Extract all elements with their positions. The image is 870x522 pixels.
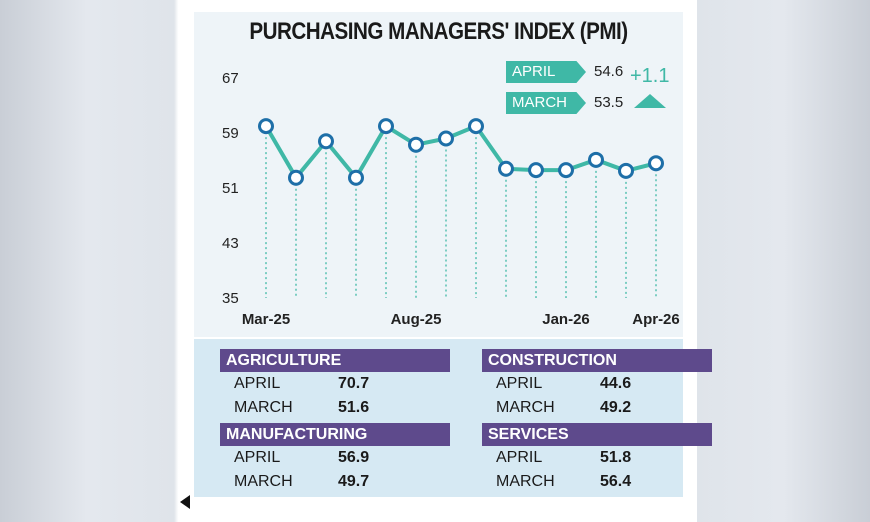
up-arrow-icon [634,94,666,108]
row-label: MARCH [234,399,293,416]
sector-agriculture-title: AGRICULTURE [220,349,450,372]
x-tick-label: Aug-25 [391,311,442,328]
data-point [468,118,484,135]
sector-panel: AGRICULTURE APRIL 70.7 MARCH 51.6 CONSTR… [194,339,712,497]
row-label: MARCH [234,473,293,490]
data-point [408,136,424,153]
data-point [588,151,604,168]
row-value: 70.7 [338,375,370,392]
sector-services-april: APRIL 51.8 [482,446,712,470]
x-tick-label: Mar-25 [242,311,290,328]
row-value: 49.7 [338,473,370,490]
y-tick-label: 67 [222,70,239,87]
data-point [618,162,634,179]
row-label: APRIL [234,375,281,392]
sector-agriculture-april: APRIL 70.7 [220,372,450,396]
infographic-card: PURCHASING MANAGERS' INDEX (PMI) 35 43 51 5… [180,0,712,522]
row-label: MARCH [496,473,555,490]
sector-construction-march: MARCH 49.2 [482,396,712,420]
data-point [558,162,574,179]
chart-panel: PURCHASING MANAGERS' INDEX (PMI) 35 43 51 5… [194,12,683,337]
row-value: 56.4 [600,473,632,490]
sector-services: SERVICES APRIL 51.8 MARCH 56.4 [482,423,712,494]
row-label: MARCH [496,399,555,416]
x-tick-label: Apr-26 [632,311,680,328]
row-value: 56.9 [338,449,370,466]
march-summary-value: 53.5 [594,94,624,111]
y-tick-label: 43 [222,235,239,252]
change-value: +1.1 [630,65,670,87]
sector-services-title: SERVICES [482,423,712,446]
row-label: APRIL [496,449,543,466]
chart-title: PURCHASING MANAGERS' INDEX (PMI) [249,18,628,45]
row-label: APRIL [496,375,543,392]
sector-manufacturing-march: MARCH 49.7 [220,470,450,494]
pmi-line-chart: 35 43 51 59 67 Mar-25 Aug-25 Jan-26 Apr-26 [222,70,680,328]
data-point [528,162,544,179]
data-point [378,118,394,135]
row-value: 44.6 [600,375,632,392]
sector-manufacturing-title: MANUFACTURING [220,423,450,446]
data-point [348,169,364,186]
sector-manufacturing-april: APRIL 56.9 [220,446,450,470]
data-point [648,155,664,172]
y-tick-label: 35 [222,290,239,307]
data-point [318,133,334,150]
april-summary-value: 54.6 [594,63,624,80]
march-summary-label: MARCH [506,92,586,114]
data-point [288,169,304,186]
sector-construction-april: APRIL 44.6 [482,372,712,396]
row-value: 49.2 [600,399,632,416]
data-point [438,130,454,147]
sector-construction-title: CONSTRUCTION [482,349,712,372]
sector-manufacturing: MANUFACTURING APRIL 56.9 MARCH 49.7 [220,423,450,494]
april-summary-label: APRIL [506,61,586,83]
sector-agriculture-march: MARCH 51.6 [220,396,450,420]
row-label: APRIL [234,449,281,466]
x-tick-label: Jan-26 [542,311,590,328]
sector-services-march: MARCH 56.4 [482,470,712,494]
data-point [258,118,274,135]
sector-construction: CONSTRUCTION APRIL 44.6 MARCH 49.2 [482,349,712,420]
y-tick-label: 59 [222,125,239,142]
y-tick-label: 51 [222,180,239,197]
row-value: 51.6 [338,399,370,416]
row-value: 51.8 [600,449,632,466]
corner-marker [180,495,190,509]
data-point [498,160,514,177]
sector-agriculture: AGRICULTURE APRIL 70.7 MARCH 51.6 [220,349,450,420]
